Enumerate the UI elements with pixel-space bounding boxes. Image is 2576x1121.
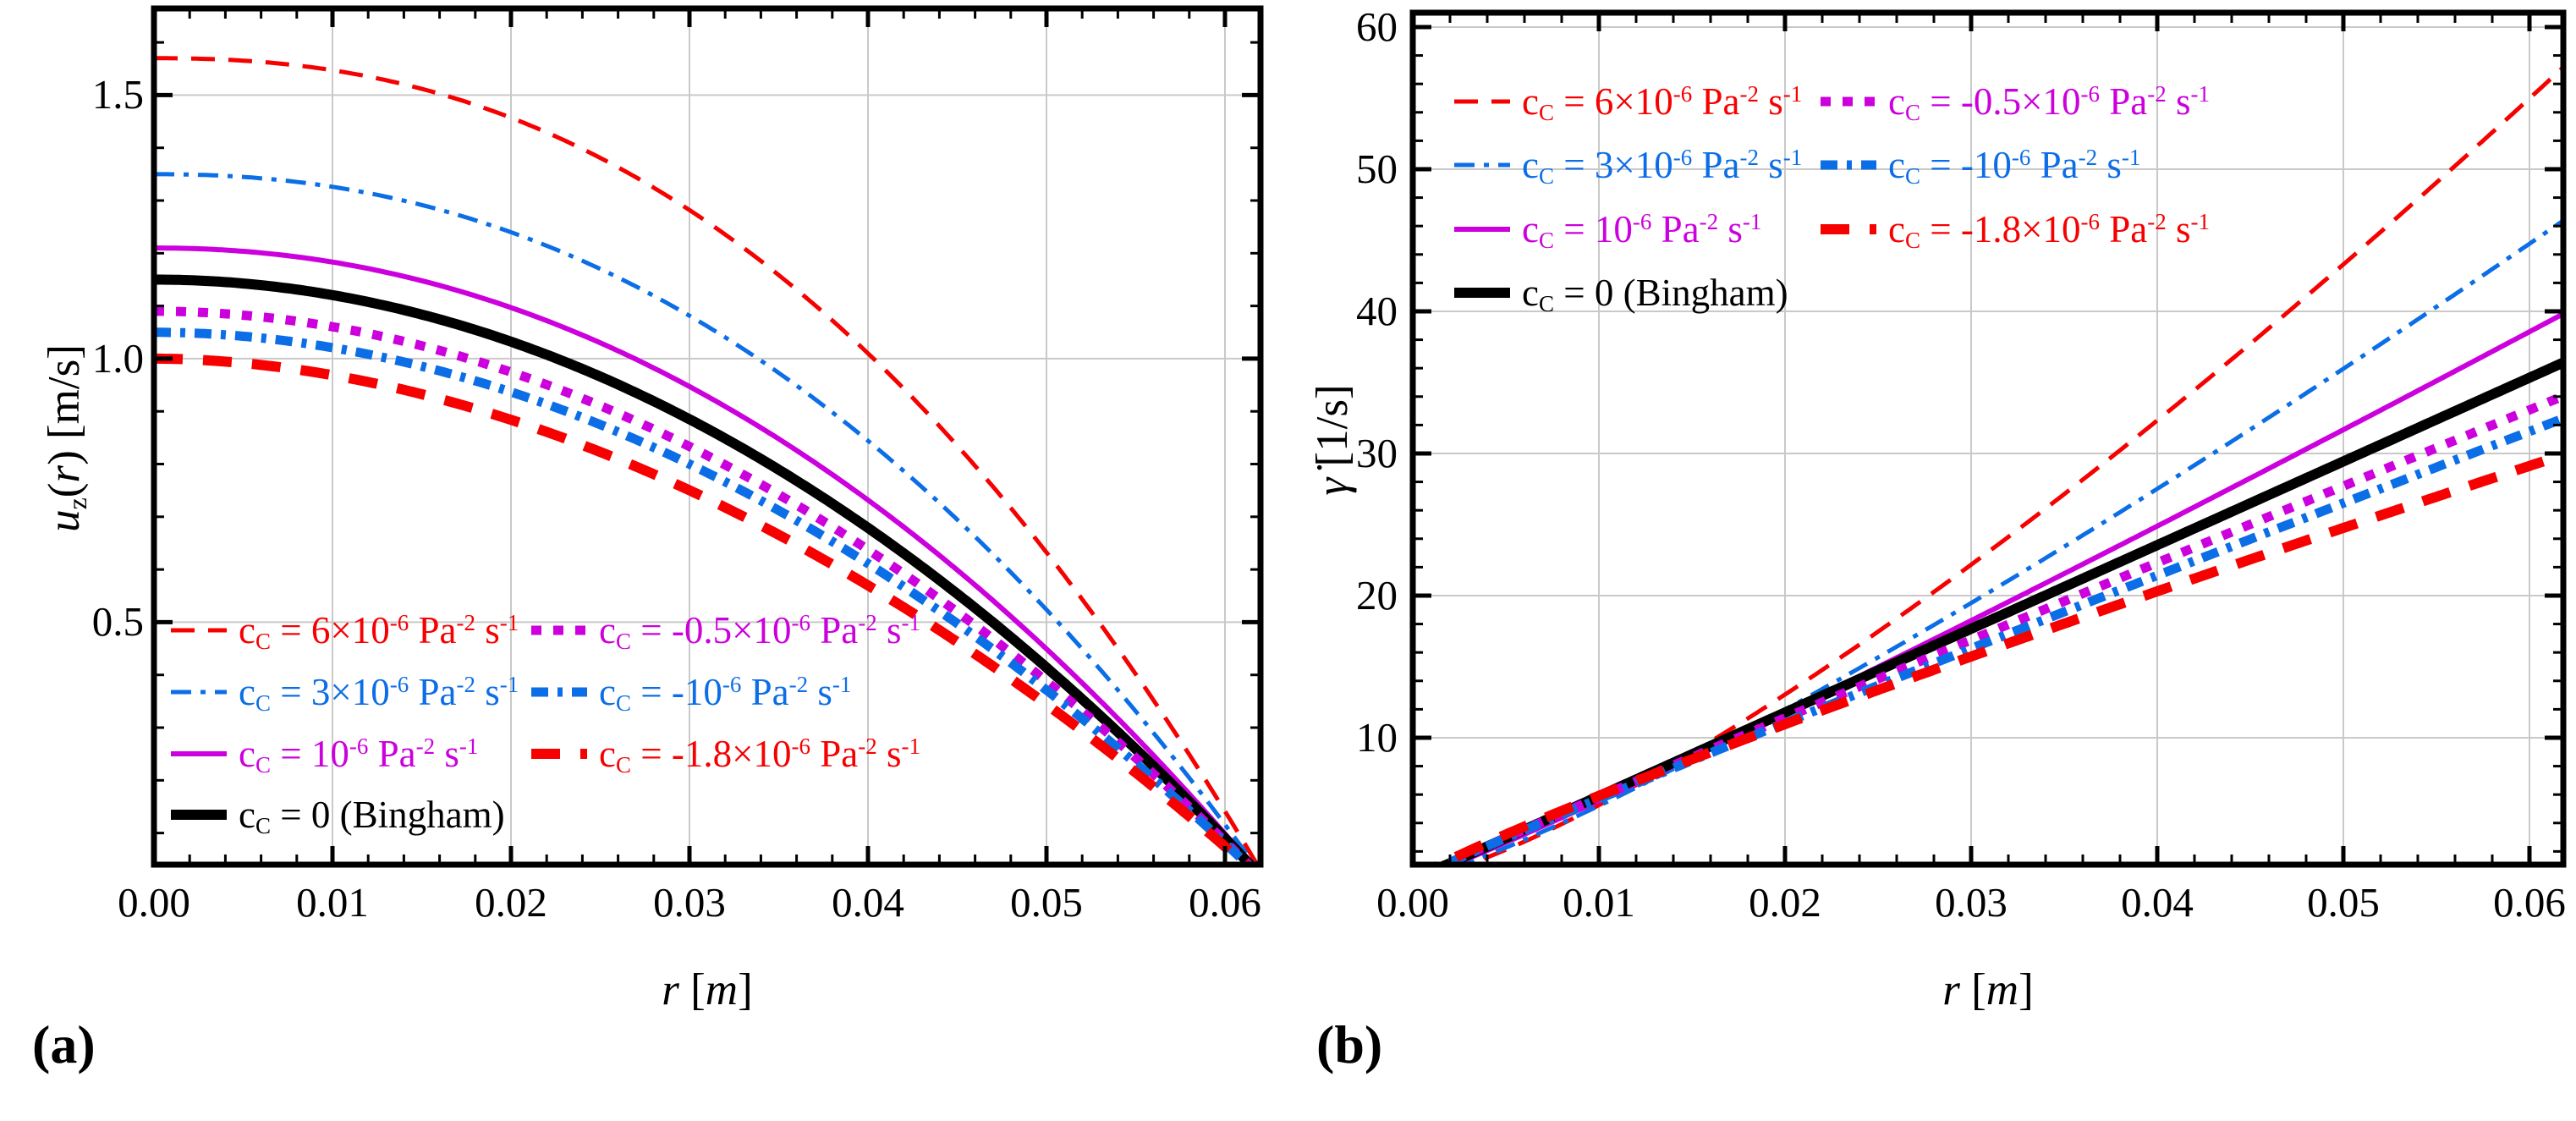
plot-frame (1409, 9, 2567, 868)
curve-cc-minus-18 (1428, 449, 2563, 865)
plot-b (1409, 9, 2567, 868)
curve-cc-minus-1 (154, 327, 1255, 865)
plot-a (151, 5, 1264, 868)
curve-cc-plus-3 (1456, 218, 2563, 865)
curve-cc-minus-18 (154, 353, 1254, 865)
curve-cc-plus-1 (154, 245, 1255, 865)
curve-cc-zero (154, 274, 1257, 865)
curve-cc-minus-05 (1434, 392, 2563, 865)
curve-cc-plus-1 (1446, 311, 2563, 865)
curve-cc-plus-6 (154, 56, 1261, 865)
plot-frame (151, 5, 1264, 868)
curve-cc-plus-3 (154, 172, 1257, 865)
curve-cc-minus-05 (154, 306, 1255, 865)
curve-cc-plus-6 (1461, 65, 2563, 865)
